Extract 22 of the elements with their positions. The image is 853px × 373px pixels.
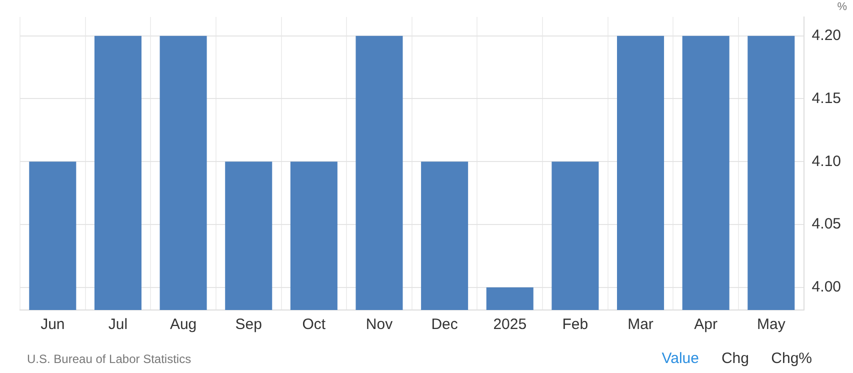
text: Value — [662, 350, 699, 367]
y-tick-label: 4.00 — [812, 278, 842, 296]
y-axis-title: % — [837, 1, 847, 13]
x-tick-label: 2025 — [493, 316, 527, 334]
x-tick-label: Aug — [170, 316, 197, 334]
x-tick-label: Mar — [628, 316, 654, 334]
x-tick-label: Feb — [562, 316, 588, 334]
x-tick-label: Sep — [235, 316, 262, 334]
x-tick-label: Jul — [108, 316, 128, 334]
y-tick-label: 4.05 — [812, 216, 842, 233]
x-tick-label: Oct — [302, 316, 326, 334]
x-tick-label: Apr — [694, 316, 718, 334]
y-tick-label: 4.10 — [812, 152, 842, 170]
text: Chg% — [771, 350, 812, 367]
x-tick-label: May — [756, 316, 786, 334]
y-tick-label: 4.15 — [812, 90, 842, 107]
text: U.S. Bureau of Labor Statistics — [27, 352, 192, 366]
x-tick-label: Dec — [431, 316, 458, 334]
x-tick-label: Nov — [366, 316, 394, 334]
text: Chg — [721, 350, 749, 367]
y-tick-label: 4.20 — [812, 27, 842, 44]
x-tick-label: Jun — [40, 316, 65, 334]
